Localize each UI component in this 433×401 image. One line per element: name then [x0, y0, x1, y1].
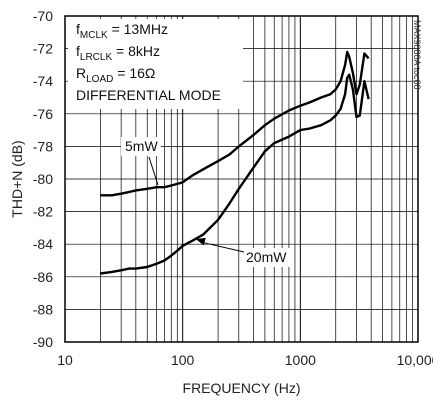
y-tick-label: -78 [33, 138, 53, 154]
y-tick-label: -74 [33, 73, 53, 89]
series-label-20mw-callout: 20mW [196, 237, 292, 267]
series-line-20mw [100, 73, 370, 275]
series-label-5mw: 5mW [125, 138, 158, 154]
x-tick-label: 10,000 [397, 352, 433, 368]
annotation-lrclk: fLRCLK = 8kHz [76, 43, 160, 63]
series-label-5mw-leader [148, 156, 159, 186]
figure-watermark: MAX9880A toc08 [412, 20, 422, 90]
y-axis-title: THD+N (dB) [9, 140, 25, 217]
annotation-rload-prefix: R [76, 65, 86, 81]
annotation-rload: RLOAD = 16Ω [76, 65, 155, 85]
x-tick-label: 100 [171, 352, 195, 368]
conditions-annotation: fMCLK = 13MHz fLRCLK = 8kHz RLOAD = 16Ω … [68, 19, 243, 109]
y-tick-label: -70 [33, 8, 53, 24]
series-label-20mw: 20mW [246, 249, 287, 265]
y-tick-label: -80 [33, 171, 53, 187]
annotation-lrclk-sub: LRCLK [80, 52, 113, 63]
series-label-20mw-arrowhead [196, 237, 206, 246]
annotation-rload-sub: LOAD [86, 74, 113, 85]
annotation-lrclk-value: = 8kHz [112, 43, 160, 59]
y-tick-label: -72 [33, 41, 53, 57]
annotation-lrclk-prefix: f [76, 43, 80, 59]
y-tick-label: -86 [33, 269, 53, 285]
y-tick-label: -84 [33, 236, 53, 252]
annotation-mclk-prefix: f [76, 21, 80, 37]
plot-frame [64, 15, 419, 343]
y-tick-label: -90 [33, 334, 53, 350]
y-tick-label: -82 [33, 204, 53, 220]
series-label-20mw-leader [201, 241, 245, 253]
y-tick-label: -88 [33, 301, 53, 317]
annotation-rload-value: = 16Ω [113, 65, 155, 81]
x-tick-label: 10 [57, 352, 73, 368]
series-line-5mw [100, 50, 370, 197]
series-lines [100, 50, 370, 275]
y-tick-label: -76 [33, 106, 53, 122]
annotation-mclk: fMCLK = 13MHz [76, 21, 168, 41]
y-tick-labels: -70 -72 -74 -76 -78 -80 -82 -84 -86 -88 -90 [33, 8, 53, 350]
series-label-20mw-background [242, 248, 292, 267]
annotation-mode: DIFFERENTIAL MODE [76, 87, 221, 103]
x-tick-labels: 10 100 1000 10,000 [57, 352, 433, 368]
series-label-5mw-background [121, 137, 161, 156]
annotation-mclk-sub: MCLK [80, 30, 108, 41]
x-axis-title: FREQUENCY (Hz) [183, 380, 301, 396]
series-label-5mw-callout: 5mW [121, 137, 161, 186]
x-tick-label: 1000 [285, 352, 316, 368]
annotation-background [68, 19, 243, 109]
annotation-mclk-value: = 13MHz [108, 21, 168, 37]
